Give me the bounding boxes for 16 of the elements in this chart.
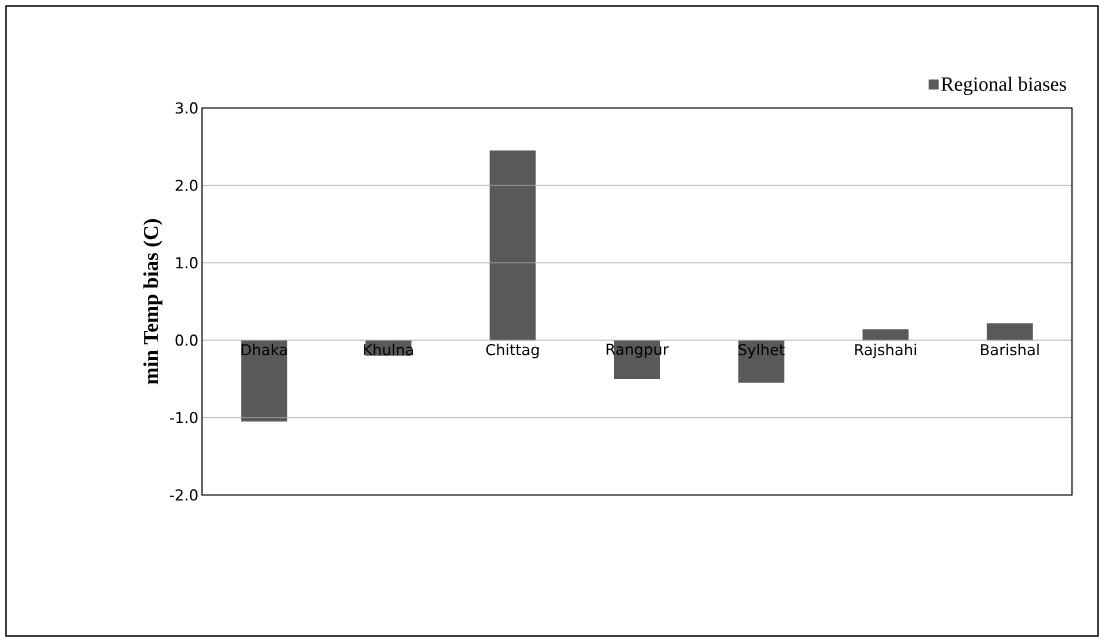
x-tick-label: Dhaka (241, 343, 287, 356)
y-tick-label: 1.0 (176, 257, 198, 269)
bar (862, 329, 909, 341)
x-tick-label: Rajshahi (855, 343, 917, 359)
x-tick-label: Chittag (486, 343, 539, 359)
y-tick-label: -1.0 (169, 411, 198, 424)
bar (986, 323, 1033, 341)
bar (489, 150, 536, 341)
y-axis-title: min Temp bias (C) (143, 219, 163, 385)
y-tick-label: -2.0 (169, 489, 198, 501)
y-tick-label: 3.0 (175, 102, 198, 114)
y-tick-label: 0.0 (175, 334, 198, 346)
legend-label: Regional biases (941, 76, 1067, 95)
y-tick-label: 2.0 (175, 179, 198, 192)
bar (241, 340, 288, 422)
x-tick-label: Barishal (981, 343, 1039, 356)
